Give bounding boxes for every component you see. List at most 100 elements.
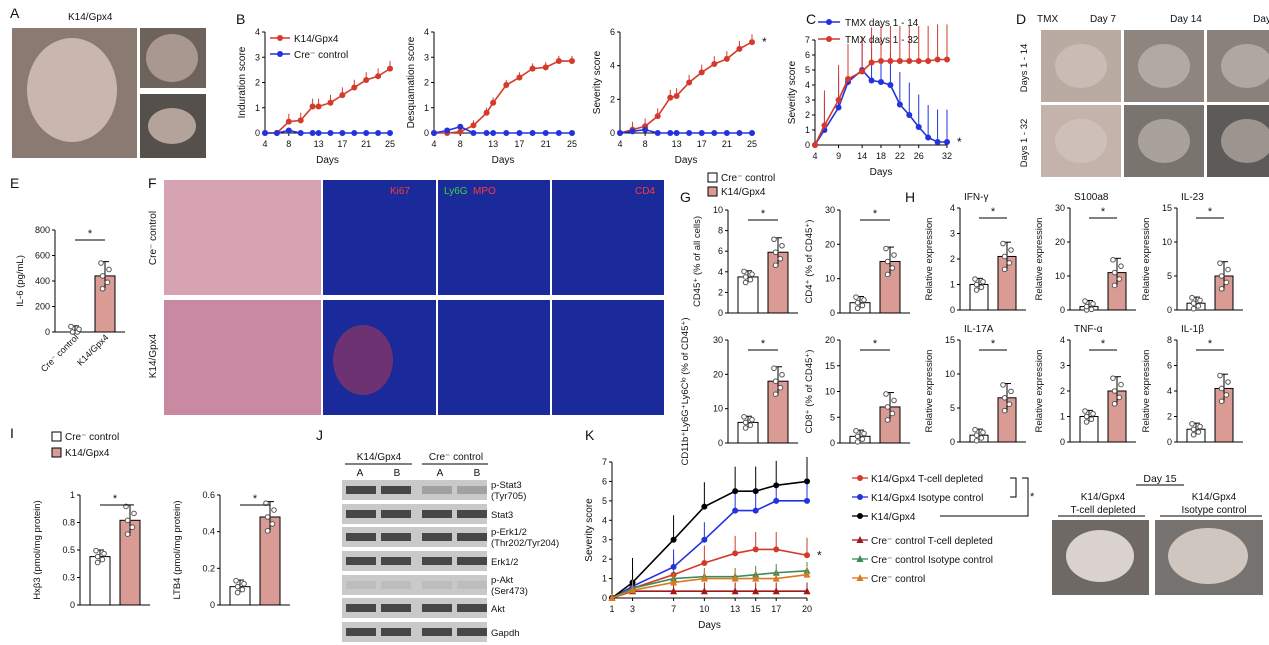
x-tick-label: 22 — [895, 151, 905, 161]
sample-dot — [129, 524, 136, 531]
sample-dot — [777, 255, 784, 262]
series-point — [490, 130, 497, 136]
y-tick-label: 20 — [713, 369, 723, 379]
y-tick-label: 15 — [1162, 203, 1172, 213]
sample-dot — [1083, 413, 1090, 420]
legend-label: K14/Gpx4 — [65, 448, 110, 459]
sample-dot — [742, 274, 749, 280]
y-tick-label: 800 — [35, 225, 50, 235]
series-point — [878, 58, 884, 64]
photo-caption: Isotype control — [1181, 505, 1246, 516]
sample-dot — [1218, 398, 1225, 405]
series-point — [803, 587, 811, 595]
blot-strip — [342, 575, 487, 595]
series-point — [803, 570, 811, 578]
y-axis-label: CD45⁺ (% of all cells) — [692, 216, 703, 307]
blot-band — [422, 628, 452, 636]
y-tick-label: 30 — [825, 205, 835, 215]
y-tick-label: 1 — [950, 280, 955, 290]
series-point — [944, 56, 950, 63]
series-point — [773, 497, 780, 504]
chart-H4: 0 5 10 15 * Relative expression IL-17A — [924, 324, 1026, 447]
series-point — [915, 58, 922, 64]
y-tick-label: 2 — [602, 554, 607, 564]
x-tick-label: 21 — [722, 139, 732, 149]
sample-dot — [1000, 382, 1006, 388]
series-point — [670, 536, 677, 543]
series-point — [752, 507, 759, 514]
series-point — [736, 45, 743, 52]
x-tick-label: 17 — [514, 139, 524, 149]
sample-dot — [1111, 269, 1118, 276]
x-tick-label: Cre⁻ control — [39, 332, 81, 374]
x-tick-label: 15 — [751, 604, 761, 614]
series-point — [723, 55, 730, 62]
series-point — [457, 128, 464, 135]
x-tick-label: 4 — [262, 139, 267, 149]
series-point — [698, 69, 705, 76]
series-point — [804, 478, 810, 485]
series-point — [868, 59, 875, 66]
y-tick-label: 1 — [1060, 412, 1065, 422]
series-point — [339, 130, 346, 136]
blot-band — [422, 533, 452, 541]
sample-dot — [1223, 279, 1230, 286]
blot-band-label: (Tyr705) — [491, 491, 526, 502]
sample-dot — [1001, 395, 1008, 401]
y-tick-label: 10 — [945, 369, 955, 379]
sample-dot — [124, 531, 131, 537]
series-point — [896, 58, 903, 64]
significance-star: * — [817, 548, 822, 562]
chart-H3: 0 5 10 15 * Relative expression IL-23 — [1141, 192, 1243, 315]
series-point — [944, 139, 950, 145]
photo-lesion — [27, 38, 117, 142]
y-axis-label: LTB4 (pmol/mg protein) — [172, 500, 183, 599]
photo-lesion — [1055, 119, 1107, 163]
y-axis-label: CD11b⁺Ly6G⁺Ly6Cˡᵒ (% of CD45⁺) — [680, 317, 691, 465]
series-line — [611, 590, 807, 599]
sample-dot — [742, 425, 749, 431]
sample-dot — [1111, 388, 1118, 394]
series-point — [804, 497, 810, 504]
series-point — [490, 99, 497, 106]
y-tick-label: 0 — [602, 593, 607, 603]
photo-lesion — [1168, 528, 1248, 584]
series-point — [387, 65, 393, 72]
sample-dot — [1082, 408, 1088, 414]
series-point — [700, 587, 708, 595]
sample-dot — [1111, 401, 1118, 407]
chart-H2: 0 10 20 30 * Relative expression S100a8 — [1034, 192, 1136, 315]
photo-lesion — [1066, 530, 1134, 582]
significance-star: * — [1030, 491, 1035, 503]
y-tick-label: 600 — [35, 251, 50, 261]
x-tick-label: 14 — [857, 151, 867, 161]
series-line — [611, 480, 808, 599]
series-point — [470, 122, 477, 129]
legend-swatch-k14 — [707, 186, 718, 197]
series-point — [516, 74, 523, 81]
significance-star: * — [873, 208, 878, 220]
y-tick-label: 4 — [255, 27, 260, 37]
y-axis-label: Relative expression — [1034, 350, 1045, 433]
sample-dot — [264, 514, 271, 520]
x-tick-label: K14/Gpx4 — [75, 332, 110, 367]
sample-dot — [883, 391, 889, 397]
y-tick-label: 6 — [610, 27, 615, 37]
blot-band-label: Gapdh — [491, 628, 520, 639]
chart-I1: 0 0.3 0.5 0.8 1 * Hxβ3 (pmol/mg protein) — [32, 490, 150, 610]
x-tick-label: 7 — [671, 604, 676, 614]
blot-strip — [342, 622, 487, 642]
blot-band — [346, 628, 376, 636]
significance-star: * — [1101, 338, 1106, 350]
y-tick-label: 10 — [1055, 271, 1065, 281]
y-tick-label: 2 — [805, 110, 810, 120]
sample-dot — [742, 419, 749, 426]
series-point — [629, 586, 637, 594]
sample-dot — [980, 429, 986, 436]
y-tick-label: 5 — [602, 496, 607, 506]
chart-H5: 0 1 2 3 4 * Relative expression TNF-α — [1034, 324, 1136, 447]
x-tick-label: 13 — [314, 139, 324, 149]
blot-strip — [342, 551, 487, 571]
blot-band-label: p-Stat3 — [491, 480, 522, 491]
y-tick-label: 5 — [830, 412, 835, 422]
